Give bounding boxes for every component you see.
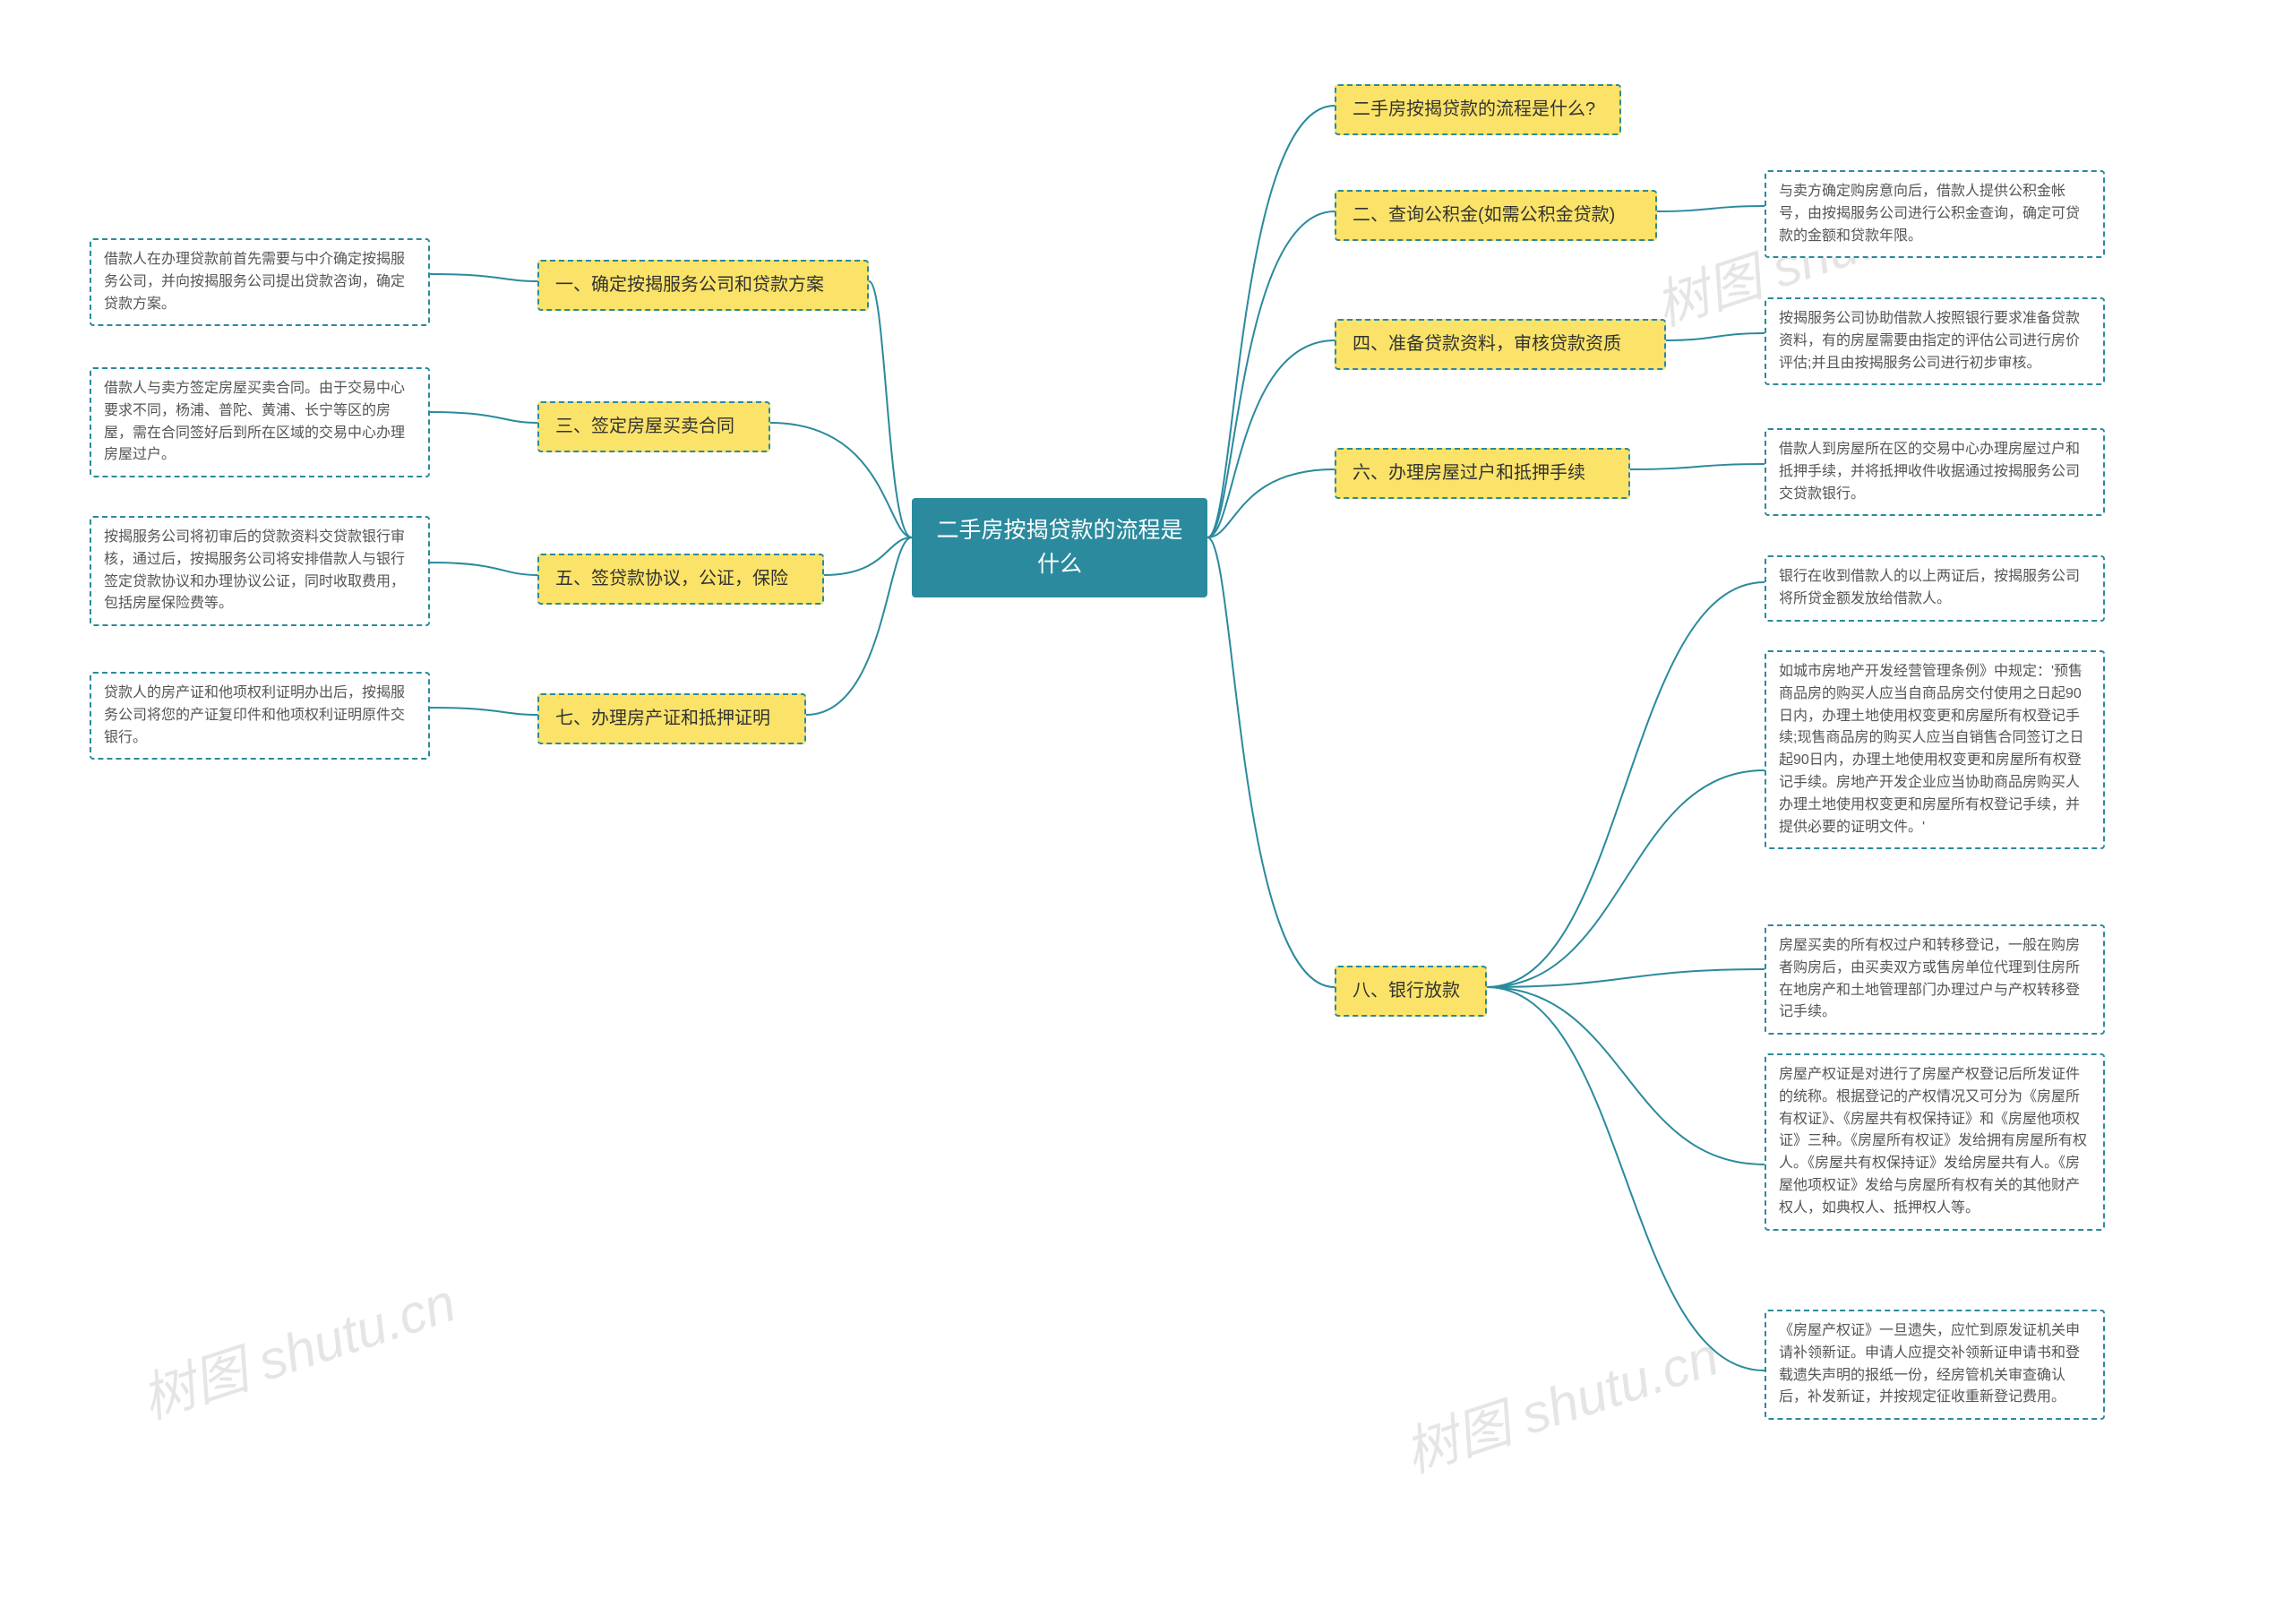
detail-step-8c: 房屋买卖的所有权过户和转移登记，一般在购房者购房后，由买卖双方或售房单位代理到住… (1765, 924, 2105, 1035)
branch-step-6: 六、办理房屋过户和抵押手续 (1335, 448, 1630, 499)
detail-step-4: 按揭服务公司协助借款人按照银行要求准备贷款资料，有的房屋需要由指定的评估公司进行… (1765, 297, 2105, 385)
branch-step-0: 二手房按揭贷款的流程是什么? (1335, 84, 1621, 135)
mindmap-canvas: 树图 shutu.cn 树图 shutu.cn 树图 shutu.cn 二手房按… (0, 0, 2293, 1624)
detail-step-8b: 如城市房地产开发经营管理条例》中规定：'预售商品房的购买人应当自商品房交付使用之… (1765, 650, 2105, 849)
branch-step-2: 二、查询公积金(如需公积金贷款) (1335, 190, 1657, 241)
watermark: 树图 shutu.cn (1393, 1313, 1727, 1488)
detail-step-3: 借款人与卖方签定房屋买卖合同。由于交易中心要求不同，杨浦、普陀、黄浦、长宁等区的… (90, 367, 430, 477)
detail-step-6: 借款人到房屋所在区的交易中心办理房屋过户和抵押手续，并将抵押收件收据通过按揭服务… (1765, 428, 2105, 516)
detail-step-8d: 房屋产权证是对进行了房屋产权登记后所发证件的统称。根据登记的产权情况又可分为《房… (1765, 1053, 2105, 1231)
branch-step-1: 一、确定按揭服务公司和贷款方案 (537, 260, 869, 311)
detail-step-8a: 银行在收到借款人的以上两证后，按揭服务公司将所贷金额发放给借款人。 (1765, 555, 2105, 622)
branch-step-5: 五、签贷款协议，公证，保险 (537, 554, 824, 605)
detail-step-5: 按揭服务公司将初审后的贷款资料交贷款银行审核，通过后，按揭服务公司将安排借款人与… (90, 516, 430, 626)
watermark: 树图 shutu.cn (130, 1259, 464, 1434)
branch-step-7: 七、办理房产证和抵押证明 (537, 693, 806, 744)
detail-step-1: 借款人在办理贷款前首先需要与中介确定按揭服务公司，并向按揭服务公司提出贷款咨询，… (90, 238, 430, 326)
detail-step-2: 与卖方确定购房意向后，借款人提供公积金帐号，由按揭服务公司进行公积金查询，确定可… (1765, 170, 2105, 258)
branch-step-3: 三、签定房屋买卖合同 (537, 401, 770, 452)
detail-step-8e: 《房屋产权证》一旦遗失，应忙到原发证机关申请补领新证。申请人应提交补领新证申请书… (1765, 1310, 2105, 1420)
branch-step-4: 四、准备贷款资料，审核贷款资质 (1335, 319, 1666, 370)
branch-step-8: 八、银行放款 (1335, 966, 1487, 1017)
detail-step-7: 贷款人的房产证和他项权利证明办出后，按揭服务公司将您的产证复印件和他项权利证明原… (90, 672, 430, 760)
mindmap-root: 二手房按揭贷款的流程是什么 (912, 498, 1207, 597)
